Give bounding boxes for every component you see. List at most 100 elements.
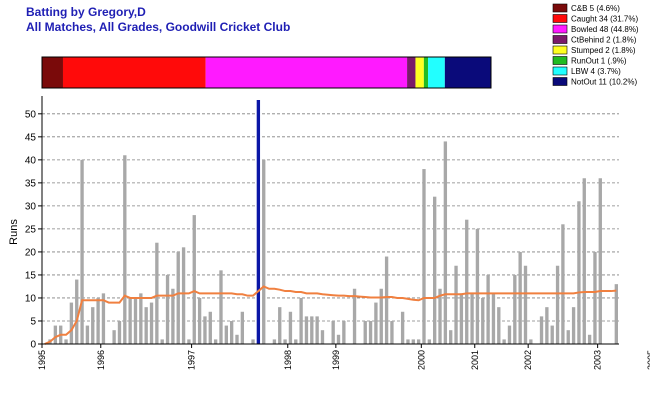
runs-bar bbox=[133, 297, 138, 344]
legend-swatch bbox=[552, 77, 568, 86]
x-tick-label-1997: 1997 bbox=[187, 350, 197, 370]
legend-label: Caught 34 (31.7%) bbox=[571, 15, 638, 24]
runs-bar bbox=[427, 339, 432, 344]
runs-bar bbox=[561, 224, 565, 344]
runs-bar bbox=[315, 316, 319, 344]
x-tick-label-2002: 2002 bbox=[523, 350, 533, 370]
x-tick-label-2000: 2000 bbox=[416, 350, 426, 370]
runs-bar bbox=[64, 339, 68, 344]
runs-bar bbox=[475, 228, 480, 344]
strip-segment bbox=[444, 57, 491, 88]
runs-bar bbox=[502, 339, 506, 344]
runs-bar bbox=[304, 316, 309, 344]
runs-bar bbox=[229, 320, 234, 344]
runs-bar bbox=[443, 141, 448, 344]
y-tick-label: 40 bbox=[25, 155, 37, 166]
runs-bar bbox=[438, 288, 442, 344]
runs-bar bbox=[582, 178, 586, 344]
strip-segment bbox=[62, 57, 206, 88]
runs-bar bbox=[171, 288, 175, 344]
x-tick-label-2003: 2003 bbox=[593, 350, 603, 370]
runs-bar bbox=[593, 251, 597, 344]
y-tick-label: 50 bbox=[25, 109, 37, 120]
y-tick-label: 20 bbox=[25, 247, 37, 258]
runs-bar bbox=[96, 297, 100, 344]
runs-bar bbox=[400, 311, 405, 344]
grid-lines bbox=[42, 113, 619, 322]
runs-bar bbox=[155, 242, 159, 344]
runs-bar bbox=[598, 178, 602, 344]
runs-bar bbox=[336, 334, 341, 344]
runs-bar bbox=[507, 325, 512, 344]
runs-bar bbox=[101, 293, 106, 344]
runs-bar bbox=[69, 302, 74, 344]
runs-bar bbox=[539, 316, 544, 344]
y-tick-label: 45 bbox=[25, 132, 37, 143]
x-tick-label-1996: 1996 bbox=[96, 350, 106, 370]
runs-bar bbox=[577, 201, 581, 344]
strip-segment bbox=[407, 57, 416, 88]
runs-bar bbox=[384, 256, 389, 344]
runs-bar bbox=[213, 339, 218, 344]
runs-bar bbox=[481, 297, 485, 344]
legend-label: CtBehind 2 (1.8%) bbox=[571, 36, 637, 45]
legend-label: NotOut 11 (10.2%) bbox=[571, 78, 637, 87]
axes bbox=[41, 96, 619, 345]
runs-bar bbox=[197, 297, 202, 344]
x-tick-label-2005: 2005 bbox=[646, 350, 650, 370]
y-tick-label: 30 bbox=[25, 201, 37, 212]
runs-bar bbox=[416, 339, 421, 344]
runs-bar bbox=[251, 339, 255, 344]
runs-bar bbox=[80, 159, 84, 344]
runs-bar bbox=[85, 325, 90, 344]
runs-bar bbox=[566, 330, 570, 344]
runs-bar bbox=[112, 330, 116, 344]
runs-bar bbox=[363, 320, 367, 344]
legend-swatch bbox=[552, 66, 568, 76]
x-tick-label-2001: 2001 bbox=[470, 350, 480, 370]
runs-bar bbox=[224, 325, 228, 344]
runs-bar bbox=[454, 265, 458, 344]
highlight-bar bbox=[256, 100, 261, 344]
runs-bar bbox=[91, 307, 95, 344]
runs-bar bbox=[422, 169, 426, 344]
runs-bar bbox=[139, 293, 143, 344]
y-tick-label: 0 bbox=[30, 340, 36, 351]
strip-border bbox=[41, 56, 492, 89]
legend-swatch bbox=[552, 3, 568, 13]
runs-bar bbox=[486, 274, 490, 344]
y-axis-ticks: 0 5 10 15 20 25 30 35 40 45 50 bbox=[25, 109, 42, 351]
runs-bar bbox=[240, 311, 245, 344]
runs-bar bbox=[262, 159, 266, 344]
runs-bar bbox=[379, 288, 383, 344]
y-tick-label: 25 bbox=[25, 224, 37, 235]
runs-bar bbox=[299, 297, 303, 344]
runs-bar bbox=[75, 279, 79, 344]
runs-bar bbox=[449, 330, 453, 344]
runs-bar bbox=[433, 196, 437, 344]
runs-bar bbox=[497, 307, 501, 344]
runs-bar bbox=[53, 325, 58, 344]
legend-label: LBW 4 (3.7%) bbox=[571, 67, 621, 76]
runs-bar bbox=[459, 293, 464, 344]
runs-bar bbox=[470, 293, 474, 344]
runs-bar bbox=[283, 339, 287, 344]
legend-swatch bbox=[552, 45, 568, 55]
chart-title: Batting by Gregory,D bbox=[26, 5, 146, 19]
runs-bar bbox=[529, 339, 533, 344]
legend-label: Bowled 48 (44.8%) bbox=[571, 25, 639, 34]
runs-bar bbox=[390, 320, 394, 344]
legend-swatch bbox=[552, 35, 568, 44]
x-tick-label-1998: 1998 bbox=[283, 350, 293, 370]
strip-segment bbox=[428, 57, 445, 88]
runs-bar bbox=[278, 307, 282, 344]
runs-bar bbox=[149, 302, 154, 344]
legend-label: C&B 5 (4.6%) bbox=[571, 4, 620, 13]
runs-bar bbox=[491, 293, 496, 344]
runs-bar bbox=[518, 251, 522, 344]
runs-bar bbox=[117, 320, 122, 344]
legend-label: Stumped 2 (1.8%) bbox=[571, 46, 636, 55]
runs-bar bbox=[294, 339, 298, 344]
dismissal-strip bbox=[41, 56, 492, 89]
